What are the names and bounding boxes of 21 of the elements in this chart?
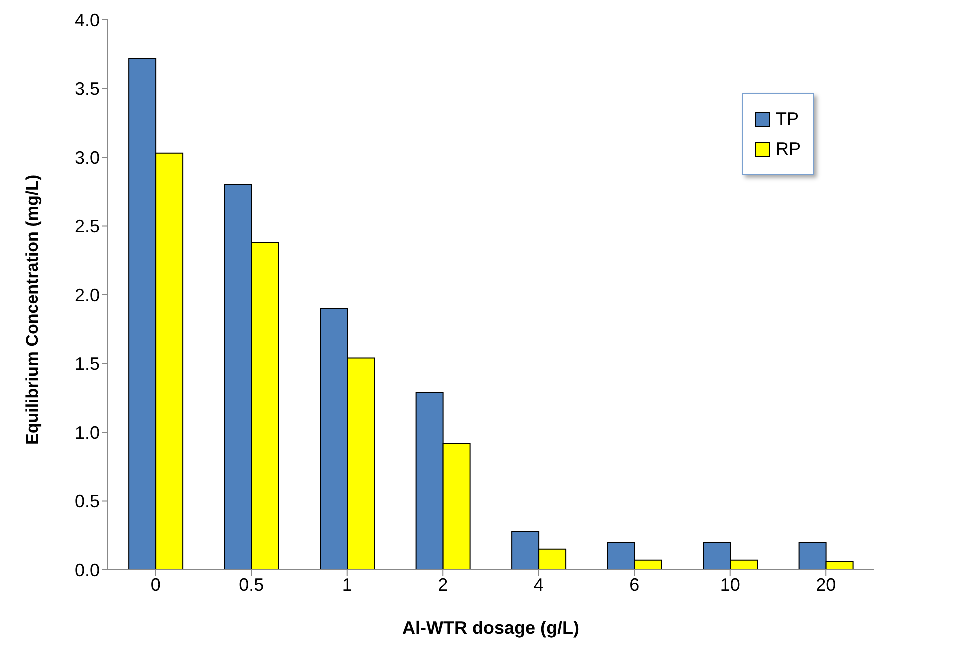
y-tick-label: 0.5: [74, 492, 100, 512]
x-tick-label: 2: [438, 574, 448, 595]
x-tick-label: 0.5: [239, 574, 264, 595]
x-axis-title: Al-WTR dosage (g/L): [402, 618, 580, 638]
y-tick-label: 0.0: [74, 560, 100, 580]
x-tick-label: 6: [630, 574, 640, 595]
y-tick-label: 1.0: [74, 422, 100, 443]
x-tick-label: 4: [534, 574, 544, 595]
x-tick-label: 0: [150, 574, 161, 595]
y-tick-label: 2.5: [74, 216, 100, 237]
y-tick-label: 3.5: [74, 79, 100, 100]
x-tick-label: 1: [342, 574, 352, 595]
legend-label: TP: [776, 108, 799, 131]
y-tick-label: 3.0: [74, 148, 100, 168]
y-tick-label: 4.0: [74, 10, 100, 30]
y-axis-title: Equilibrium Concentration (mg/L): [23, 174, 42, 445]
y-tick-label: 1.5: [74, 354, 100, 374]
legend-label: RP: [776, 138, 801, 161]
x-tick-label: 20: [816, 574, 836, 595]
y-tick-label: 2.0: [74, 285, 100, 306]
x-tick-label: 10: [720, 574, 740, 595]
